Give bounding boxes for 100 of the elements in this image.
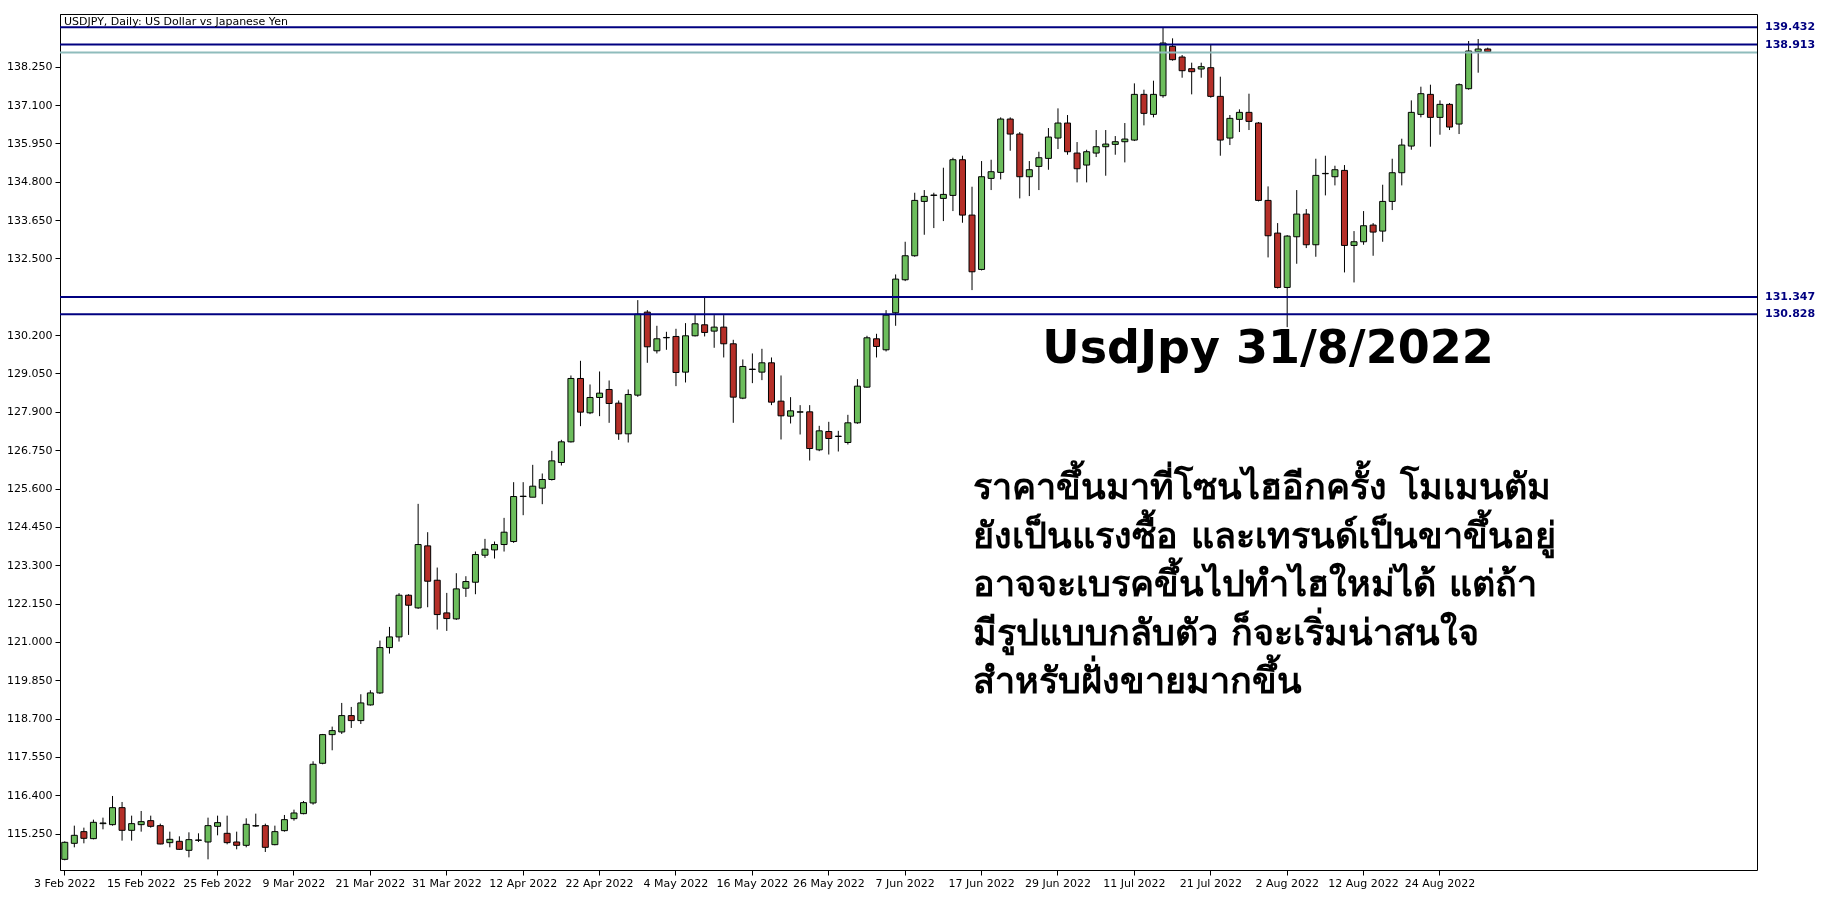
candlestick: [1350, 230, 1358, 283]
y-tick-label: 123.300: [7, 558, 53, 572]
candlestick: [748, 352, 756, 384]
candlestick: [1054, 107, 1062, 150]
candlestick: [156, 823, 164, 845]
candlestick: [500, 517, 508, 553]
x-tick-label: 4 May 2022: [643, 876, 709, 890]
candlestick: [930, 192, 938, 229]
candlestick: [328, 726, 336, 751]
x-tick-label: 17 Jun 2022: [948, 876, 1015, 890]
candlestick: [1369, 222, 1377, 257]
candlestick: [1426, 84, 1434, 148]
candlestick: [1178, 54, 1186, 79]
candlestick: [1226, 114, 1234, 146]
candlestick: [261, 823, 269, 853]
candlestick: [1331, 165, 1339, 186]
ref-line-label: 131.347: [1765, 289, 1816, 303]
y-tick-label: 118.700: [7, 712, 53, 726]
y-tick-label: 119.850: [7, 673, 53, 687]
y-tick-label: 130.200: [7, 328, 53, 342]
candlestick: [357, 693, 365, 725]
candlestick: [1025, 160, 1033, 197]
candlestick: [338, 702, 346, 735]
candlestick: [70, 825, 78, 848]
candlestick: [1121, 122, 1129, 163]
x-tick-label: 29 Jun 2022: [1024, 876, 1092, 890]
candlestick: [1111, 135, 1119, 156]
candlestick: [987, 159, 995, 191]
x-tick-label: 3 Feb 2022: [34, 876, 96, 890]
candlestick: [1436, 99, 1444, 136]
candlestick: [99, 817, 107, 830]
candlestick: [1474, 38, 1482, 74]
candlestick: [1140, 89, 1148, 126]
ref-line-label: 138.913: [1765, 37, 1816, 51]
candlestick: [1092, 129, 1100, 158]
y-tick-label: 132.500: [7, 251, 53, 265]
y-tick-label: 138.250: [7, 60, 53, 74]
candlestick: [596, 370, 604, 417]
candlestick: [605, 379, 613, 424]
y-tick-label: 125.600: [7, 482, 53, 496]
candlestick: [214, 815, 222, 836]
candlestick: [939, 167, 947, 222]
y-tick-label: 135.950: [7, 136, 53, 150]
annotation: UsdJpy 31/8/2022: [1042, 320, 1494, 374]
candlestick: [758, 348, 766, 381]
x-tick-label: 31 Mar 2022: [411, 876, 482, 890]
x-tick-label: 21 Jul 2022: [1179, 876, 1242, 890]
candlestick: [109, 795, 117, 827]
candlestick: [701, 295, 709, 337]
x-tick-label: 16 May 2022: [716, 876, 789, 890]
candlestick: [347, 706, 355, 729]
y-tick-label: 121.000: [7, 635, 53, 649]
candlestick: [538, 473, 546, 505]
chart-title: USDJPY, Daily: US Dollar vs Japanese Yen: [64, 15, 288, 28]
x-tick-label: 7 Jun 2022: [875, 876, 935, 890]
candlestick: [1293, 189, 1301, 265]
y-tick-label: 115.250: [7, 827, 53, 841]
x-tick-label: 15 Feb 2022: [106, 876, 176, 890]
y-tick-label: 137.100: [7, 98, 53, 112]
candlestick: [1044, 127, 1052, 171]
x-tick-label: 25 Feb 2022: [183, 876, 252, 890]
candlestick: [873, 333, 881, 358]
candlestick: [825, 421, 833, 455]
candlestick: [462, 575, 470, 598]
candlestick: [137, 810, 145, 833]
x-tick-label: 9 Mar 2022: [262, 876, 326, 890]
candlestick: [1360, 210, 1368, 246]
y-tick-label: 129.050: [7, 366, 53, 380]
candlestick: [1149, 80, 1157, 118]
candlestick: [481, 538, 489, 559]
x-tick-label: 12 Apr 2022: [489, 876, 558, 890]
x-tick-label: 11 Jul 2022: [1103, 876, 1166, 890]
y-tick-label: 133.650: [7, 213, 53, 227]
x-tick-label: 12 Aug 2022: [1328, 876, 1399, 890]
ref-line-label: 139.432: [1765, 20, 1816, 34]
candlestick: [796, 404, 804, 435]
y-tick-label: 127.900: [7, 405, 53, 419]
candlestick: [1245, 93, 1253, 131]
candlestick: [1083, 149, 1091, 183]
x-tick-label: 22 Apr 2022: [565, 876, 634, 890]
candlestick: [118, 801, 126, 842]
candlestick: [787, 396, 795, 424]
ref-line-label: 130.828: [1765, 307, 1816, 321]
y-tick-label: 134.800: [7, 175, 53, 189]
candlestick: [405, 593, 413, 636]
x-tick-label: 24 Aug 2022: [1404, 876, 1476, 890]
candlestick: [720, 314, 728, 358]
candlestick: [1102, 129, 1110, 177]
candlestick: [1446, 102, 1454, 131]
candlestick: [385, 626, 393, 655]
y-tick-label: 117.550: [7, 750, 53, 764]
candlestick: [242, 817, 250, 848]
candlestick: [653, 325, 661, 354]
candlestick: [1188, 62, 1196, 95]
candlestick: [1235, 108, 1243, 133]
y-tick-label: 126.750: [7, 443, 53, 457]
x-tick-label: 2 Aug 2022: [1255, 876, 1319, 890]
candlestick: [548, 450, 556, 482]
candlestick: [1035, 151, 1043, 191]
candlestick: [815, 425, 823, 452]
